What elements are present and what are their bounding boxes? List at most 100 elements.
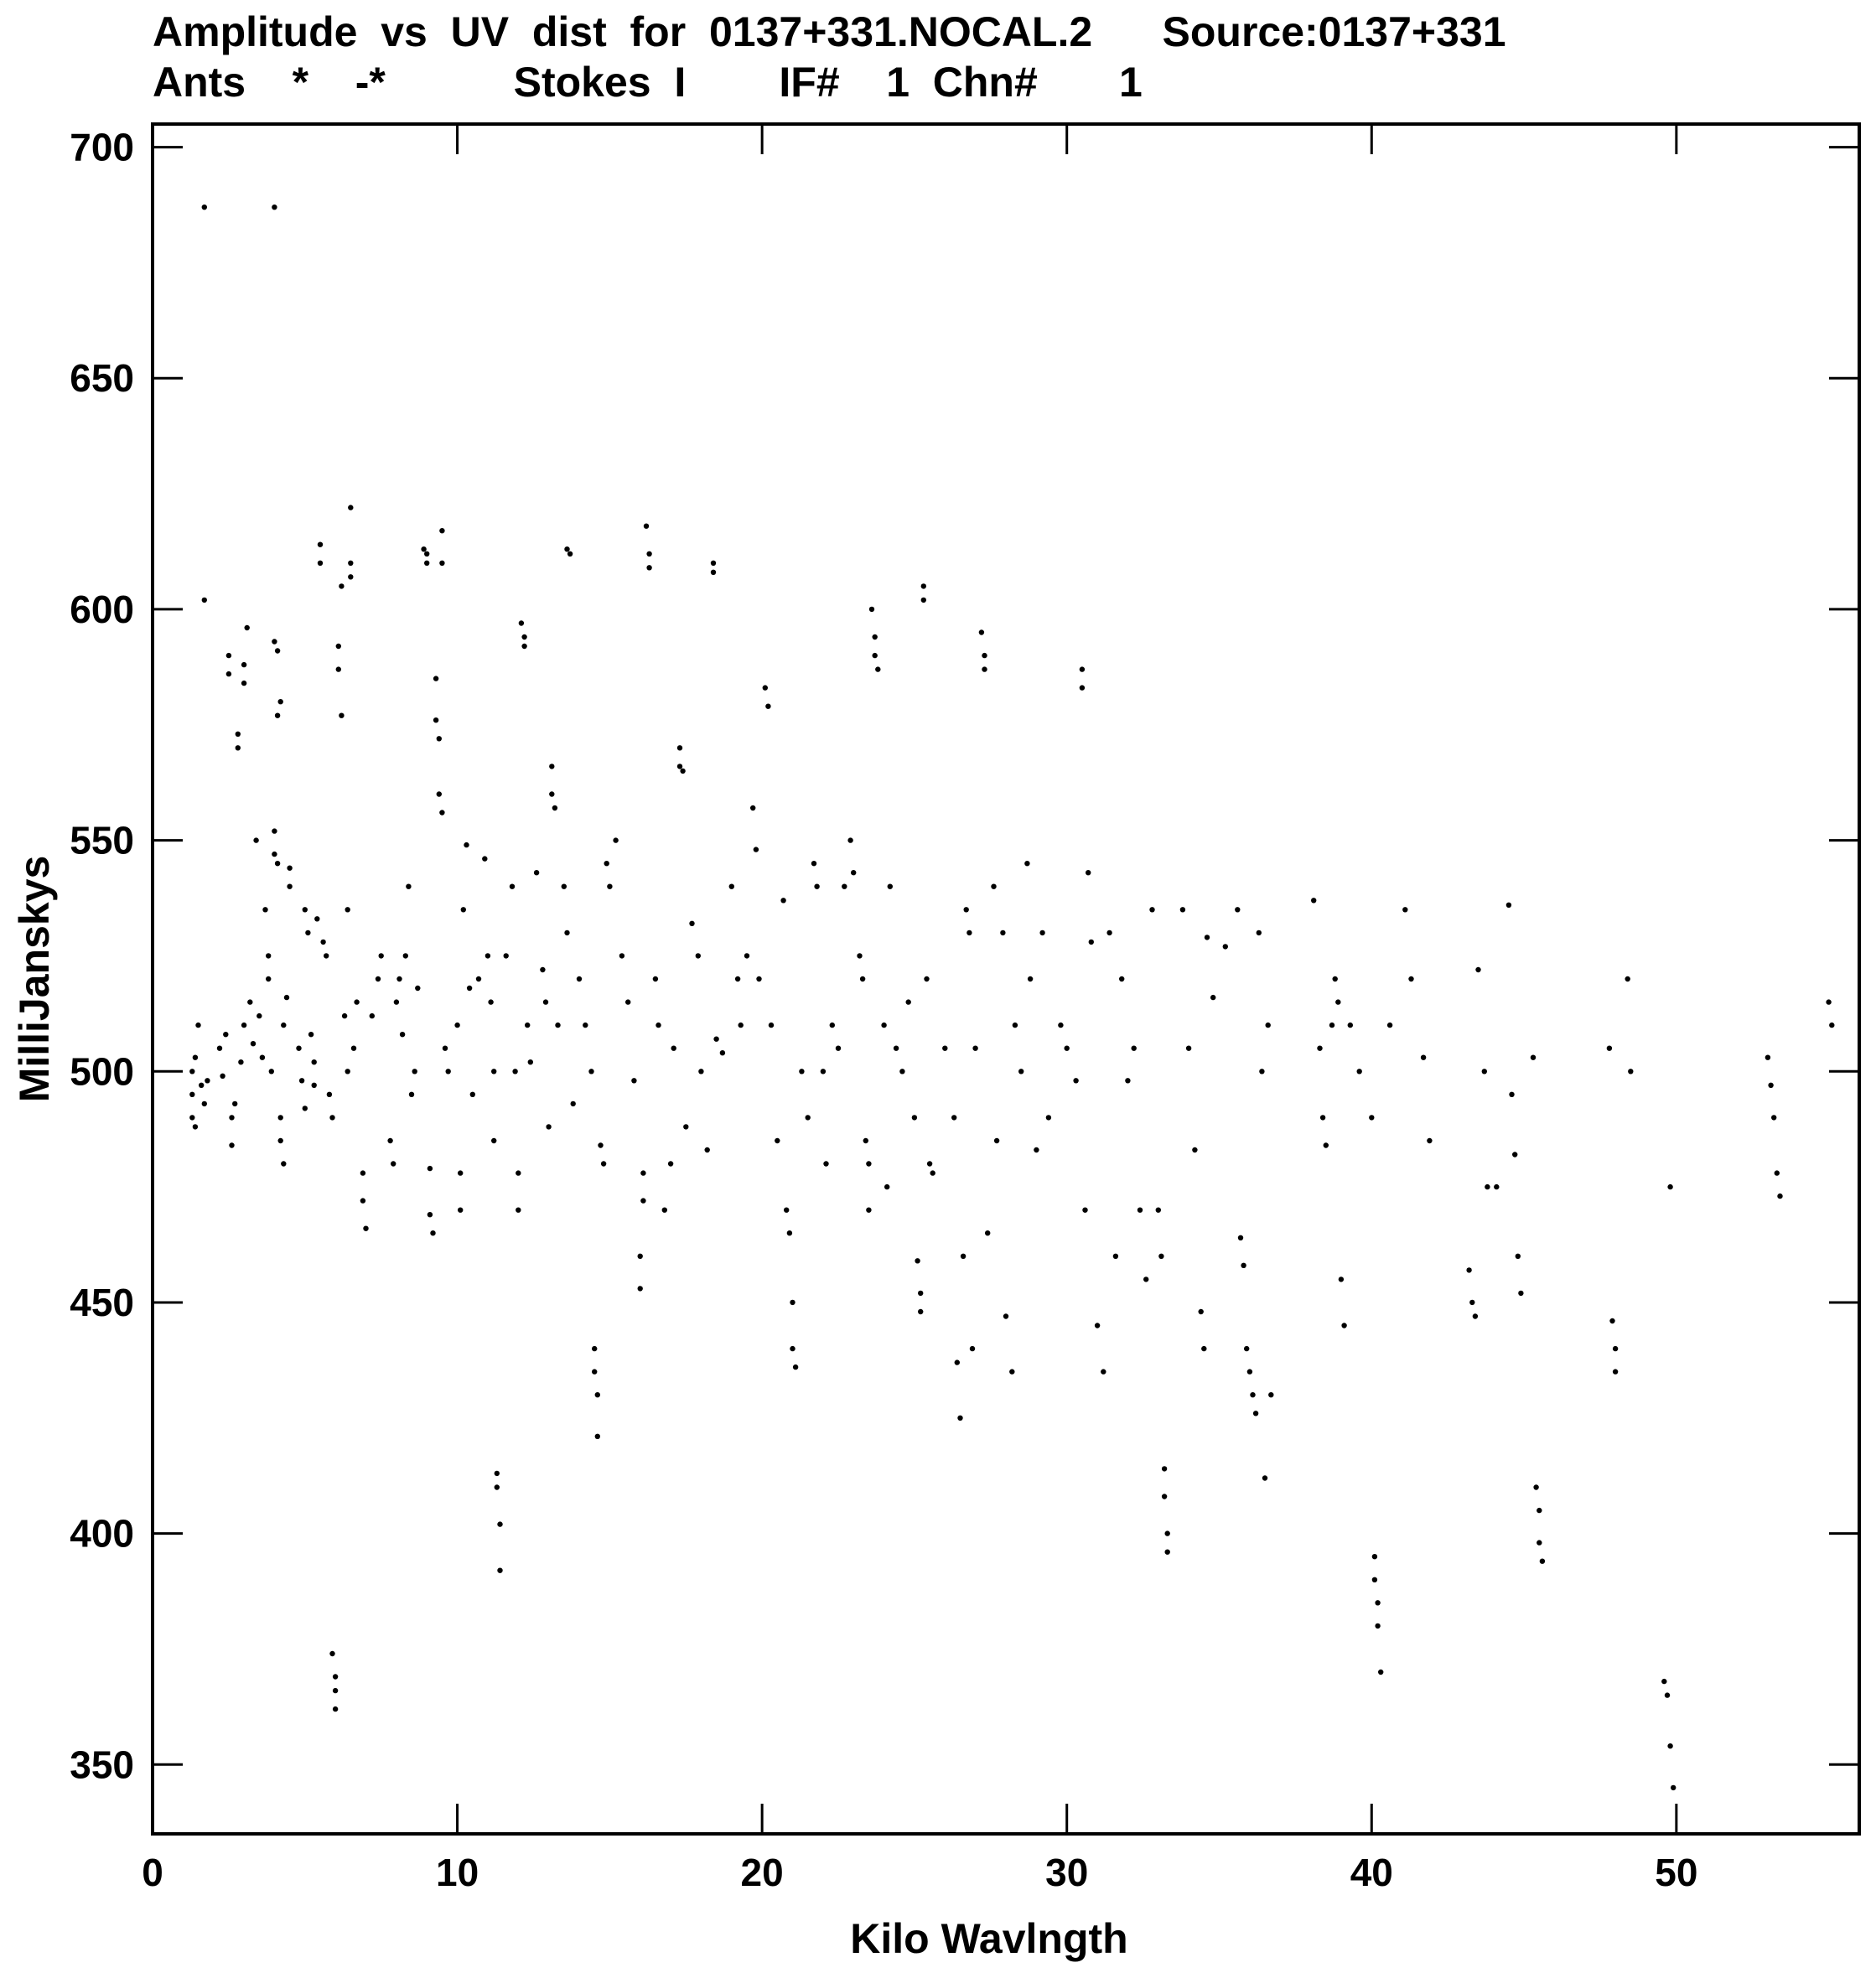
data-point	[847, 837, 853, 843]
data-point	[911, 1115, 918, 1121]
data-point	[972, 1045, 978, 1051]
data-point	[750, 805, 756, 811]
data-point	[1259, 1069, 1265, 1075]
data-point	[823, 1161, 829, 1167]
data-point	[963, 907, 969, 913]
data-point	[391, 1161, 396, 1167]
x-tick-label: 20	[741, 1851, 784, 1894]
data-point	[339, 712, 345, 718]
data-point	[1625, 976, 1630, 982]
data-point	[918, 1290, 924, 1297]
data-point	[631, 1078, 637, 1084]
data-point	[512, 1069, 518, 1075]
data-point	[734, 976, 741, 982]
data-point	[930, 1170, 935, 1176]
data-point	[296, 1045, 302, 1051]
data-point	[1335, 999, 1341, 1005]
data-point	[485, 953, 491, 959]
data-point	[225, 671, 232, 677]
data-point	[814, 883, 820, 889]
data-point	[266, 976, 272, 982]
data-point	[549, 764, 555, 769]
data-point	[784, 1207, 790, 1213]
data-point	[439, 810, 445, 816]
chart-title-line2: Ants * -* Stokes I IF# 1 Chn# 1	[153, 59, 1143, 106]
data-point	[402, 953, 408, 959]
data-point	[1201, 1345, 1207, 1352]
data-point	[1332, 976, 1338, 982]
data-point	[262, 907, 268, 913]
data-point	[436, 736, 442, 742]
data-point	[317, 541, 324, 547]
data-point	[604, 861, 609, 867]
data-point	[241, 661, 247, 668]
data-point	[744, 953, 750, 959]
data-point	[695, 953, 701, 959]
data-point	[643, 523, 650, 529]
data-point	[1034, 1147, 1039, 1153]
data-point	[872, 652, 878, 659]
data-point	[671, 1045, 676, 1051]
data-point	[1485, 1183, 1490, 1190]
y-tick-label: 500	[70, 1049, 134, 1093]
data-point	[1539, 1558, 1546, 1564]
data-point	[335, 666, 341, 672]
y-tick-label: 700	[70, 126, 134, 169]
data-point	[594, 1392, 600, 1398]
data-point	[317, 560, 324, 566]
data-point	[656, 1022, 661, 1028]
data-point	[350, 1045, 357, 1051]
data-point	[835, 1045, 842, 1051]
data-point	[811, 861, 817, 867]
data-point	[676, 745, 683, 751]
x-axis-label: Kilo Wavlngth	[850, 1915, 1127, 1962]
data-point	[378, 953, 384, 959]
data-points	[189, 205, 1835, 1791]
data-point	[332, 1706, 339, 1712]
data-point	[332, 1687, 339, 1694]
data-point	[469, 1091, 475, 1098]
data-point	[525, 1022, 531, 1028]
data-point	[283, 994, 290, 1001]
data-point	[1347, 1022, 1354, 1028]
data-point	[348, 560, 354, 566]
data-point	[244, 624, 250, 631]
data-point	[516, 1170, 521, 1176]
data-point	[399, 1032, 406, 1038]
data-point	[205, 1078, 210, 1084]
data-point	[220, 1073, 225, 1080]
x-tick-label: 10	[436, 1851, 479, 1894]
data-point	[1667, 1743, 1673, 1749]
data-point	[192, 1054, 199, 1060]
data-point	[201, 205, 207, 210]
y-tick-label: 550	[70, 819, 134, 862]
data-point	[1386, 1022, 1393, 1028]
data-point	[1192, 1147, 1198, 1153]
data-point	[1246, 1369, 1253, 1375]
data-point	[646, 565, 652, 571]
data-point	[607, 883, 613, 889]
data-point	[613, 837, 619, 843]
data-point	[689, 920, 695, 927]
data-point	[954, 1359, 961, 1365]
data-point	[1661, 1678, 1667, 1685]
data-point	[1518, 1290, 1524, 1297]
data-point	[332, 1674, 339, 1680]
data-point	[1137, 1207, 1143, 1213]
data-point	[576, 976, 583, 982]
data-point	[957, 1415, 963, 1421]
data-point	[458, 1207, 464, 1213]
data-point	[302, 907, 308, 913]
data-point	[661, 1207, 667, 1213]
data-point	[192, 1124, 199, 1130]
x-tick-label: 0	[142, 1851, 163, 1894]
data-point	[592, 1345, 598, 1352]
data-point	[339, 583, 345, 589]
data-point	[738, 1022, 744, 1028]
x-tick-label: 30	[1045, 1851, 1088, 1894]
data-point	[521, 643, 527, 650]
data-point	[1250, 1392, 1256, 1398]
data-point	[728, 883, 734, 889]
data-point	[1088, 939, 1095, 945]
data-point	[1222, 944, 1229, 950]
